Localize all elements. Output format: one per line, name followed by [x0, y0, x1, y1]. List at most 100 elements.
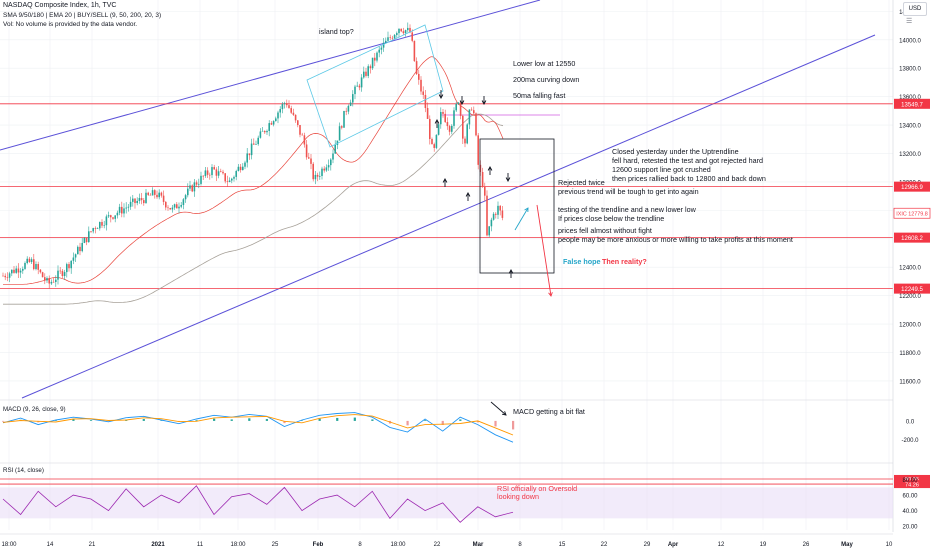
candle-body [165, 201, 167, 208]
candle-body [431, 139, 433, 145]
candle-body [301, 134, 303, 136]
candle-body [173, 204, 176, 208]
candle-body [303, 135, 306, 145]
closed-note-3: 12600 support line got crushed [612, 165, 711, 174]
candle-body [407, 27, 409, 31]
ma50-note: 50ma falling fast [513, 91, 566, 100]
rsi-tick-label: 40.00 [902, 509, 918, 515]
moving-averages [3, 56, 504, 305]
macd-tick-label: -200.0 [901, 438, 919, 444]
fell-note-2: people may be more anxious or more willi… [558, 235, 793, 244]
price-levels [0, 103, 893, 290]
rsi-line [2, 485, 514, 523]
macd-histogram-bar [230, 419, 233, 421]
price-level-label: 12249.5 [901, 287, 923, 293]
x-tick-label: 22 [434, 542, 441, 548]
up-arrow-head [442, 178, 448, 183]
candle-body [112, 217, 114, 219]
candle-body [499, 205, 501, 211]
candle-body [440, 111, 442, 125]
candle-body [378, 49, 380, 53]
candle-body [393, 34, 396, 39]
candle-body [4, 275, 6, 278]
up-arrow-head [508, 269, 514, 274]
candle-body [382, 42, 385, 48]
candle-body [413, 40, 416, 62]
candle-body [228, 180, 231, 182]
candle-body [286, 103, 288, 106]
candle-body [424, 94, 427, 109]
candle-body [52, 281, 55, 283]
candle-body [169, 208, 171, 210]
candle-body [145, 192, 147, 204]
signal-line [2, 414, 514, 436]
candle-body [400, 28, 402, 32]
candle-body [376, 52, 378, 61]
x-tick-label: 25 [272, 542, 279, 548]
candle-body [239, 166, 242, 171]
candle-body [264, 130, 266, 133]
sliders-icon[interactable]: ☰ [906, 18, 913, 25]
candle-body [63, 272, 66, 277]
candle-body [277, 112, 279, 119]
candle-body [99, 222, 101, 229]
candle-body [347, 105, 350, 112]
x-tick-label: 2021 [151, 542, 165, 548]
candle-body [59, 270, 61, 272]
candle-body [180, 205, 182, 207]
x-tick-label: 18:00 [1, 542, 17, 548]
candle-body [15, 268, 17, 273]
candle-body [404, 30, 407, 34]
candle-body [462, 115, 464, 139]
candle-body [24, 262, 26, 269]
down-arrow-head [481, 100, 487, 105]
ma200-line [3, 113, 504, 305]
candle-body [325, 167, 328, 171]
candle-body [314, 174, 317, 180]
candle-body [79, 246, 81, 252]
candle-body [209, 174, 211, 176]
macd-arrow-head [501, 411, 507, 416]
candle-body [363, 71, 365, 78]
macd-histogram-bar [336, 417, 339, 421]
candle-body [154, 190, 156, 195]
candle-body [22, 268, 24, 271]
candle-body [468, 109, 471, 125]
y-tick-label: 12200.0 [899, 294, 921, 300]
candle-body [220, 171, 222, 172]
candle-body [418, 73, 420, 80]
candle-body [484, 186, 486, 196]
candle-body [171, 207, 174, 210]
candle-body [292, 112, 295, 115]
up-arrow-head [465, 192, 471, 197]
candle-body [66, 264, 68, 273]
volume-note: Vol: No volume is provided by the data v… [3, 21, 138, 28]
candle-body [305, 144, 308, 158]
candle-body [114, 215, 116, 219]
candle-body [217, 171, 220, 176]
candle-body [310, 158, 312, 164]
candle-body [158, 192, 160, 198]
candle-body [448, 126, 451, 132]
candle-body [255, 144, 257, 145]
candle-body [453, 110, 455, 126]
x-tick-label: 19 [760, 542, 767, 548]
candle-body [411, 32, 413, 41]
candle-body [50, 281, 53, 284]
candle-body [211, 167, 213, 176]
candle-body [294, 114, 297, 121]
candle-body [336, 140, 339, 145]
macd-histogram-bar [248, 418, 251, 421]
candle-body [420, 79, 422, 92]
candle-body [143, 200, 145, 204]
price-level-label: 12966.9 [901, 185, 923, 191]
macd-histogram-bar [213, 418, 216, 421]
currency-button[interactable]: USD [903, 2, 927, 16]
macd-histogram-bar [476, 420, 480, 423]
candle-body [41, 272, 44, 278]
candle-body [497, 205, 499, 215]
candle-body [187, 188, 189, 196]
candle-body [17, 268, 20, 273]
candle-body [429, 118, 431, 140]
